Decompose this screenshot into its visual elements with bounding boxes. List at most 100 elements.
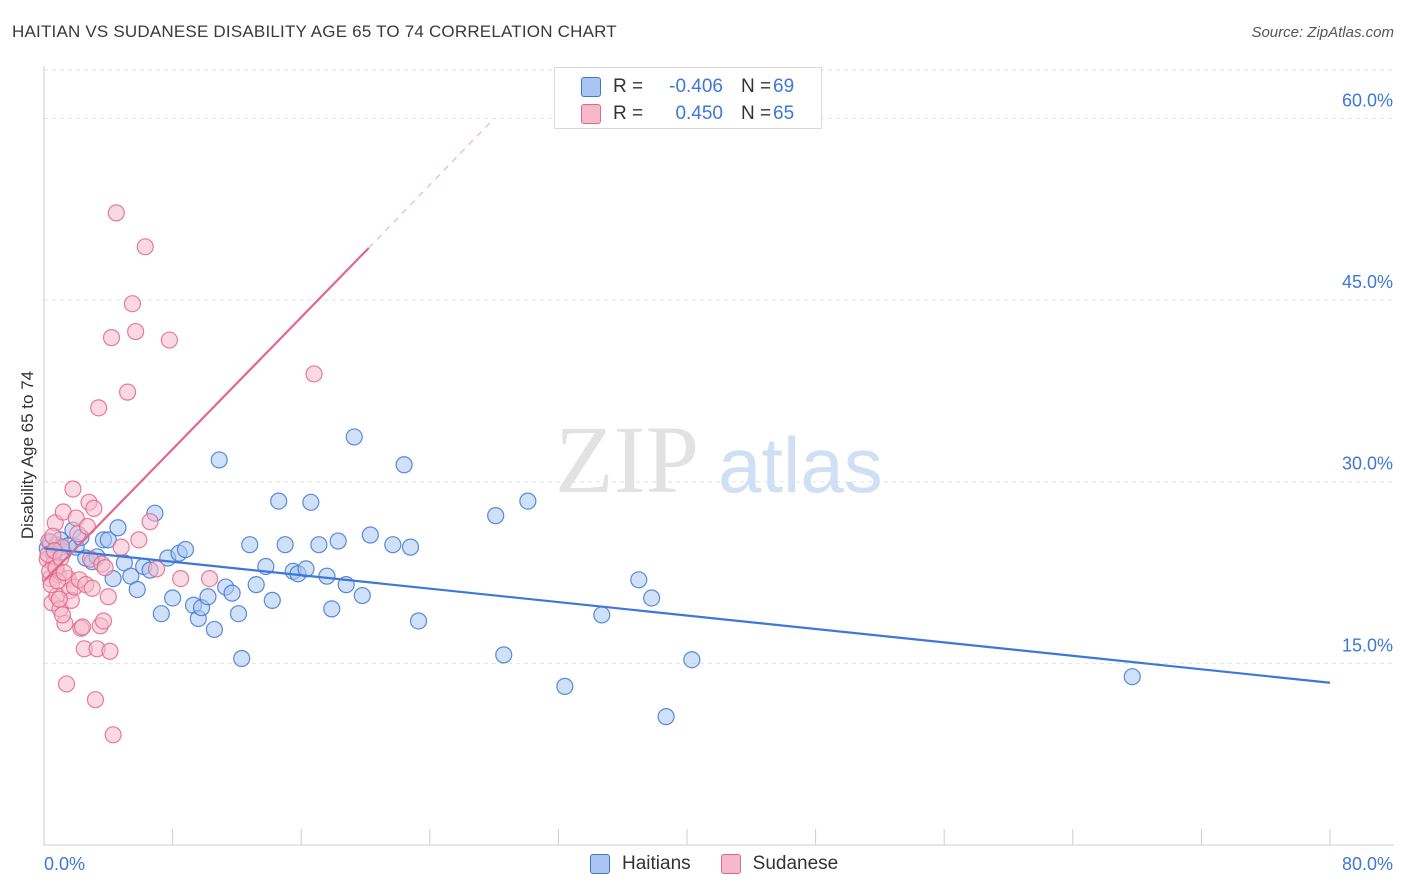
sudanese-point <box>86 691 105 709</box>
watermark: ZIP atlas <box>555 406 883 513</box>
sudanese-point <box>53 606 72 624</box>
watermark-zip: ZIP <box>555 406 699 513</box>
haitians-point <box>270 492 288 510</box>
sudanese-point <box>147 560 166 578</box>
labels-layer: 15.0% 30.0% 45.0% 60.0% 0.0% 80.0% <box>44 90 1393 874</box>
correlation-legend: R = -0.406 N = 69 R = 0.450 N = 65 <box>554 67 822 129</box>
haitians-point <box>593 606 611 624</box>
haitians-point <box>630 571 648 589</box>
sudanese-point <box>55 563 73 582</box>
sudanese-point <box>136 238 154 256</box>
sudanese-point <box>141 513 159 531</box>
y-tick-label: 15.0% <box>1342 635 1393 655</box>
haitians-point <box>1123 668 1141 686</box>
legend-item-haitians[interactable]: Haitians <box>590 853 691 875</box>
haitians-point <box>241 536 259 554</box>
haitians-point <box>318 567 336 585</box>
legend-item-sudanese[interactable]: Sudanese <box>720 853 839 875</box>
trend-layer <box>43 118 1331 684</box>
haitians-trend-line <box>43 547 1331 684</box>
haitians-point <box>384 536 402 554</box>
sudanese-point <box>96 559 114 577</box>
haitians-legend-label: Haitians <box>622 853 691 874</box>
haitians-point <box>395 456 413 474</box>
sudanese-point <box>44 527 62 545</box>
axes-layer <box>43 66 1394 846</box>
sudanese-point <box>101 642 119 660</box>
haitians-point <box>657 708 675 726</box>
sudanese-swatch <box>581 104 601 124</box>
haitians-point <box>297 560 315 578</box>
sudanese-point <box>112 538 130 556</box>
sudanese-legend-label: Sudanese <box>752 853 839 874</box>
haitians-point <box>683 651 701 669</box>
haitians-point <box>487 507 505 525</box>
y-tick-label: 30.0% <box>1342 454 1393 474</box>
haitians-point <box>229 605 248 623</box>
haitians-point <box>302 493 320 511</box>
haitians-point <box>495 646 513 664</box>
sudanese-n-label: N = <box>741 103 772 124</box>
haitians-point <box>643 589 661 607</box>
x-tick-label-min: 0.0% <box>44 854 85 874</box>
sudanese-r-value: 0.450 <box>675 103 723 124</box>
sudanese-point <box>107 204 125 222</box>
haitians-point <box>556 677 574 695</box>
sudanese-point <box>123 295 142 313</box>
haitians-point <box>109 519 127 537</box>
sudanese-point <box>90 399 108 417</box>
sudanese-point <box>78 517 97 536</box>
sudanese-point <box>94 612 113 630</box>
haitians-point <box>164 589 182 607</box>
sudanese-point <box>104 726 122 744</box>
haitians-swatch <box>581 77 601 97</box>
haitians-point <box>210 451 228 469</box>
haitians-r-value: -0.406 <box>669 76 723 97</box>
legend-row-sudanese: R = 0.450 N = 65 <box>581 101 794 127</box>
y-axis-label: Disability Age 65 to 74 <box>18 370 37 540</box>
sudanese-point <box>130 531 148 549</box>
sudanese-n-value: 65 <box>773 103 795 124</box>
haitians-point <box>276 536 294 554</box>
sudanese-point <box>102 329 121 347</box>
sudanese-point <box>85 499 103 517</box>
sudanese-point <box>160 331 178 349</box>
haitians-point <box>99 531 117 549</box>
sudanese-r-label: R = <box>613 103 644 124</box>
haitians-point <box>128 580 146 599</box>
sudanese-point <box>57 675 76 693</box>
sudanese-point <box>200 569 219 588</box>
sudanese-trend-line <box>43 247 370 582</box>
sudanese-point <box>118 383 137 401</box>
haitians-point <box>409 612 428 630</box>
haitians-point <box>401 538 420 556</box>
sudanese-point <box>172 569 190 588</box>
haitians-n-label: N = <box>741 76 772 97</box>
haitians-point <box>152 605 170 623</box>
watermark-atlas: atlas <box>718 421 883 509</box>
haitians-legend-swatch <box>590 854 610 874</box>
haitians-point <box>233 649 251 668</box>
sudanese-point <box>73 618 92 636</box>
haitians-point <box>247 576 265 594</box>
sudanese-point <box>99 588 117 606</box>
haitians-point <box>223 584 241 602</box>
x-tick-label-max: 80.0% <box>1342 854 1393 874</box>
haitians-point <box>199 588 217 606</box>
haitians-r-label: R = <box>613 76 644 97</box>
haitians-point <box>353 586 371 605</box>
grid-layer <box>44 69 1394 664</box>
sudanese-point <box>83 579 101 597</box>
series-legend: Haitians Sudanese <box>590 853 868 875</box>
haitians-point <box>310 536 328 554</box>
sudanese-legend-swatch <box>720 854 741 874</box>
haitians-point <box>176 540 195 559</box>
sudanese-point <box>127 322 145 341</box>
haitians-point <box>205 620 223 639</box>
legend-row-haitians: R = -0.406 N = 69 <box>581 74 794 100</box>
haitians-point <box>361 526 379 544</box>
haitians-n-value: 69 <box>773 76 795 97</box>
sudanese-point <box>50 590 68 608</box>
haitians-point <box>519 492 537 510</box>
